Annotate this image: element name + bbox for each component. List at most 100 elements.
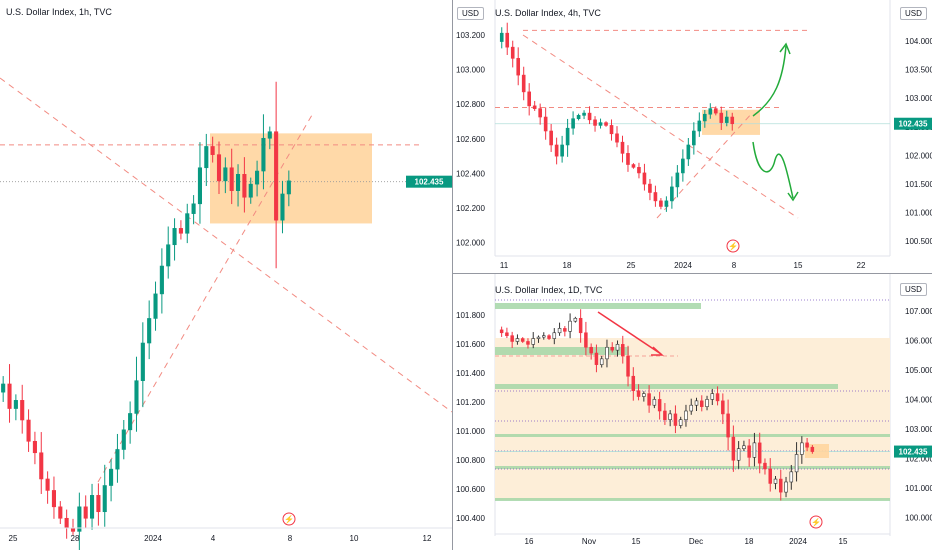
chart-4h-candle: [565, 127, 570, 146]
chart-1d-candle: [726, 413, 730, 438]
chart-1h-candle: [140, 342, 145, 381]
chart-1d-y-tick-right: 104.000: [905, 396, 932, 405]
chart-4h-y-tick-right: 101.000: [905, 209, 932, 218]
chart-1d-candle: [663, 410, 667, 420]
chart-1h-candle: [128, 413, 133, 431]
chart-1h-candle: [115, 449, 120, 470]
chart-1d-candle: [773, 478, 778, 484]
chart-4h-y-tick-left: 102.000: [456, 239, 485, 248]
chart-1d-x-tick: Nov: [582, 537, 596, 546]
chart-4h-candle: [615, 133, 619, 143]
chart-1h-candle: [134, 380, 139, 414]
chart-1d-bearish-arrowhead: [651, 346, 664, 356]
chart-4h-candle: [670, 186, 674, 202]
chart-1h-candle: [223, 167, 228, 182]
chart-4h-candle: [686, 144, 691, 160]
chart-1d-candle: [784, 481, 788, 493]
chart-1d-y-tick-left: 101.000: [456, 427, 485, 436]
chart-4h-candle: [587, 112, 592, 121]
chart-4h-candle: [730, 116, 735, 125]
chart-4h-y-tick-right: 102.000: [905, 151, 932, 160]
chart-1h-candle: [96, 495, 101, 513]
chart-1d-candle: [779, 478, 783, 493]
chart-1d-candle: [520, 338, 525, 342]
panel-divider-vertical[interactable]: [452, 0, 453, 550]
chart-1d-currency-badge-right[interactable]: USD: [900, 283, 927, 296]
chart-4h-candle: [620, 141, 625, 154]
chart-4h-candle: [560, 144, 564, 157]
chart-1d-event-icon-glyph: ⚡: [811, 517, 821, 527]
chart-4h-candle: [664, 200, 669, 207]
panel-divider-horizontal[interactable]: [453, 273, 932, 274]
chart-1h-candle: [172, 228, 177, 246]
chart-1d-y-tick-left: 101.400: [456, 369, 485, 378]
chart-1d-candle: [757, 442, 762, 464]
chart-panel-4h[interactable]: 103.200 103.000 102.800 102.600 102.400 102.2…: [453, 0, 932, 273]
chart-1d-y-tick-left: 101.800: [456, 311, 485, 320]
chart-1d-y-tick-right: 102.000: [905, 455, 932, 464]
chart-panel-1h[interactable]: 102.435 ⚡ 25 28 2024 4 8 10 12 U.S. Dollar Index…: [0, 0, 452, 550]
chart-1d-candle: [736, 448, 741, 461]
chart-1h-candle: [267, 131, 272, 139]
chart-4h-bullish-arrow: [752, 45, 787, 117]
chart-4h-bearish-arrowhead: [787, 191, 799, 202]
chart-1h-candle: [216, 154, 222, 182]
chart-1h-event-icon: [282, 512, 296, 526]
chart-1d-y-tick-right: 101.000: [905, 484, 932, 493]
chart-4h-candle: [675, 172, 680, 188]
chart-4h-currency-badge-right[interactable]: USD: [900, 7, 927, 20]
chart-1d-candle: [763, 462, 767, 470]
chart-1d-y-tick-right: 100.000: [905, 514, 932, 523]
chart-1d-y-tick-left: 100.400: [456, 514, 485, 523]
chart-1d-candle: [752, 442, 757, 458]
chart-4h-y-tick-left: 102.400: [456, 169, 485, 178]
chart-1d-candle: [694, 400, 699, 406]
chart-1h-candle: [26, 419, 31, 442]
chart-1d-price-label: 102.435: [899, 448, 928, 457]
chart-4h-candle: [593, 119, 597, 126]
chart-4h-candle: [697, 120, 702, 132]
chart-panel-1d[interactable]: 101.800 101.600 101.400 101.200 101.000 100.8…: [453, 274, 932, 550]
chart-4h-y-tick-left: 102.200: [456, 204, 485, 213]
chart-1d-candle: [705, 399, 709, 407]
chart-1h-candle: [109, 468, 114, 486]
chart-1h-title: U.S. Dollar Index, 1h, TVC: [6, 7, 112, 17]
chart-4h-candle: [516, 58, 521, 76]
chart-1h-x-tick: 2024: [144, 534, 162, 543]
chart-1h-supply-zone: [210, 133, 372, 224]
chart-1d-candle: [631, 375, 636, 392]
chart-1d-candle: [526, 341, 530, 345]
chart-4h-candle: [719, 112, 724, 123]
chart-1d-candle: [747, 445, 751, 458]
chart-1h-x-tick: 25: [9, 534, 18, 543]
chart-1d-support-band: [495, 347, 629, 355]
chart-1h-canvas[interactable]: 102.435 ⚡ 25 28 2024 4 8 10 12: [0, 0, 452, 550]
chart-4h-candle: [505, 32, 510, 48]
chart-1h-candle: [32, 440, 37, 454]
chart-4h-currency-badge-left[interactable]: USD: [457, 7, 484, 20]
chart-1d-candle: [721, 400, 725, 415]
chart-1d-candle: [657, 399, 662, 412]
chart-4h-candle: [527, 91, 531, 107]
chart-1d-candle: [605, 346, 609, 360]
chart-1h-candle: [13, 400, 18, 409]
chart-1d-range-zone: [495, 338, 890, 500]
chart-1d-bearish-arrow: [597, 311, 662, 355]
chart-1h-candle: [51, 490, 57, 508]
chart-1h-candle: [153, 293, 158, 319]
chart-1d-title: U.S. Dollar Index, 1D, TVC: [495, 285, 603, 295]
chart-1h-event-icon-glyph: ⚡: [284, 514, 294, 524]
chart-1d-price-tag: [894, 445, 932, 458]
chart-1h-candle: [261, 137, 266, 172]
chart-1d-candle: [531, 338, 535, 345]
chart-4h-y-tick-right: 100.500: [905, 237, 932, 246]
chart-1d-candle: [673, 413, 678, 426]
chart-1d-canvas[interactable]: 101.800 101.600 101.400 101.200 101.000 100.8…: [453, 274, 932, 550]
chart-1d-candle: [505, 332, 509, 336]
chart-4h-canvas[interactable]: 103.200 103.000 102.800 102.600 102.400 102.2…: [453, 0, 932, 273]
chart-1d-x-tick: 15: [632, 537, 641, 546]
chart-4h-y-tick-left: 102.600: [456, 135, 485, 144]
chart-4h-x-tick: 2024: [674, 261, 692, 270]
chart-1d-candle: [515, 338, 520, 342]
chart-4h-candle: [708, 108, 713, 115]
